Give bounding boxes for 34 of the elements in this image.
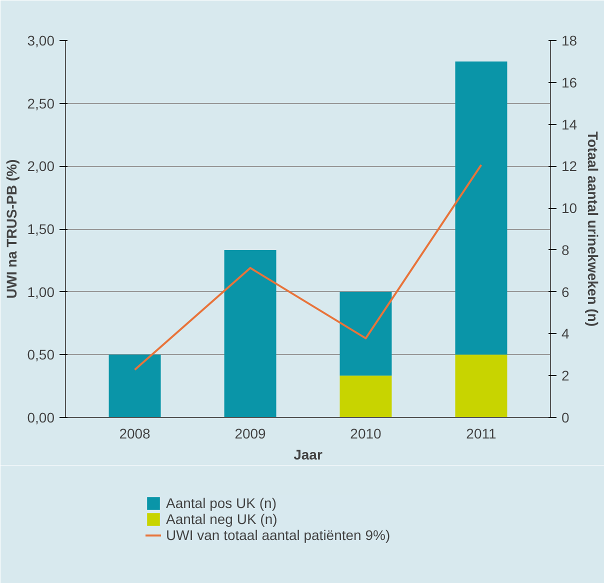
y-tick-label: 2,50 — [27, 95, 55, 112]
y2-tick-label: 4 — [562, 326, 570, 342]
bar — [455, 61, 508, 355]
y-tick-label: 1,00 — [27, 284, 55, 300]
x-tick-label: 2011 — [466, 426, 496, 442]
y-tick-label: 0,00 — [27, 410, 55, 426]
legend-label: Aantal pos UK (n) — [166, 495, 276, 511]
y2-tick-label: 10 — [562, 200, 578, 216]
y2-tick-label: 14 — [562, 116, 578, 132]
bar — [340, 292, 392, 376]
line-series — [134, 164, 482, 371]
x-tick-label: 2009 — [234, 426, 266, 442]
x-tick-label: 2010 — [350, 426, 382, 442]
y-tick-label: 0,50 — [27, 346, 55, 363]
y2-tick-label: 2 — [562, 368, 570, 384]
y2-tick-label: 12 — [562, 158, 578, 174]
y-tick-label: 1,50 — [27, 221, 55, 237]
legend-label: Aantal neg UK (n) — [166, 511, 278, 527]
y2-axis-title: Totaal aantal urinekweken (n) — [585, 131, 602, 327]
bar — [108, 354, 161, 418]
y2-tick-label: 18 — [562, 32, 578, 48]
y-tick-label: 2,00 — [27, 158, 55, 174]
y-tick-label: 3,00 — [27, 32, 55, 48]
y2-tick-label: 0 — [562, 410, 570, 426]
legend-label: UWI van totaal aantal patiënten 9%) — [166, 527, 390, 543]
bar — [455, 354, 508, 418]
x-tick-label: 2008 — [119, 426, 151, 442]
y2-tick-label: 6 — [562, 284, 570, 300]
bar — [224, 250, 276, 418]
x-axis-title: Jaar — [294, 446, 323, 462]
bar — [340, 376, 392, 418]
y2-tick-label: 16 — [562, 74, 578, 90]
y2-tick-label: 8 — [562, 242, 570, 258]
y-axis-title: UWI na TRUS-PB (%) — [3, 159, 20, 299]
